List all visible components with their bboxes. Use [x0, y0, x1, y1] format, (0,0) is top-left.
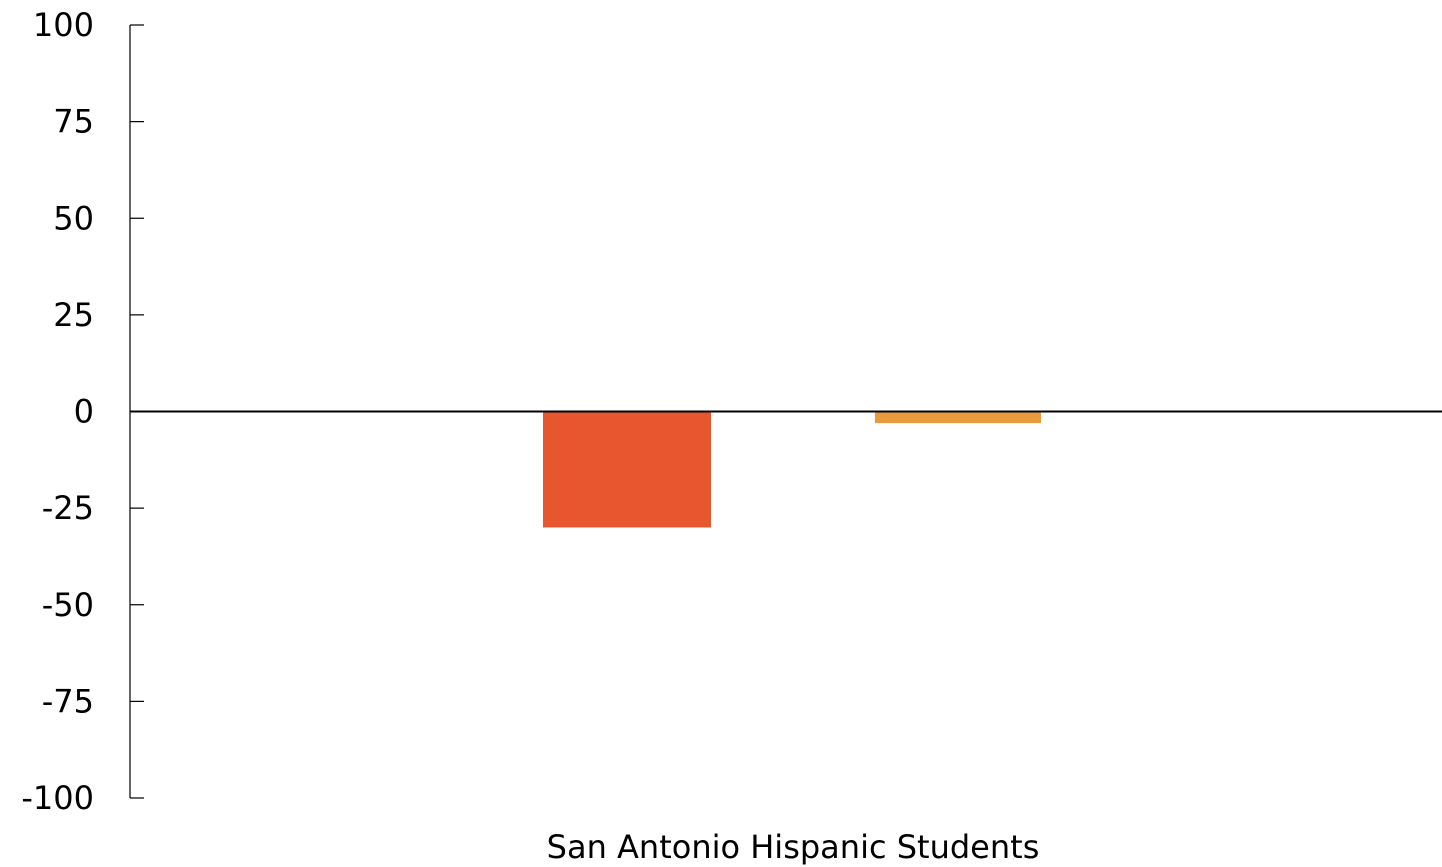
y-tick-label: 25	[53, 296, 94, 334]
y-tick-label: 100	[33, 6, 94, 44]
x-category-label: San Antonio Hispanic Students	[547, 828, 1040, 866]
x-axis: San Antonio Hispanic Students	[130, 410, 1442, 866]
bars-group	[543, 411, 1041, 528]
bar	[875, 411, 1041, 424]
y-tick-label: -100	[21, 779, 94, 817]
y-tick-label: 0	[74, 393, 94, 431]
y-tick-label: 50	[53, 199, 94, 237]
y-tick-label: -50	[42, 586, 94, 624]
bar	[543, 411, 711, 528]
y-tick-label: 75	[53, 103, 94, 141]
y-axis: 100 75 50 25 0 -25 -50 -75 -100	[21, 6, 144, 817]
y-tick-label: -75	[42, 682, 94, 720]
y-tick-label: -25	[42, 489, 94, 527]
